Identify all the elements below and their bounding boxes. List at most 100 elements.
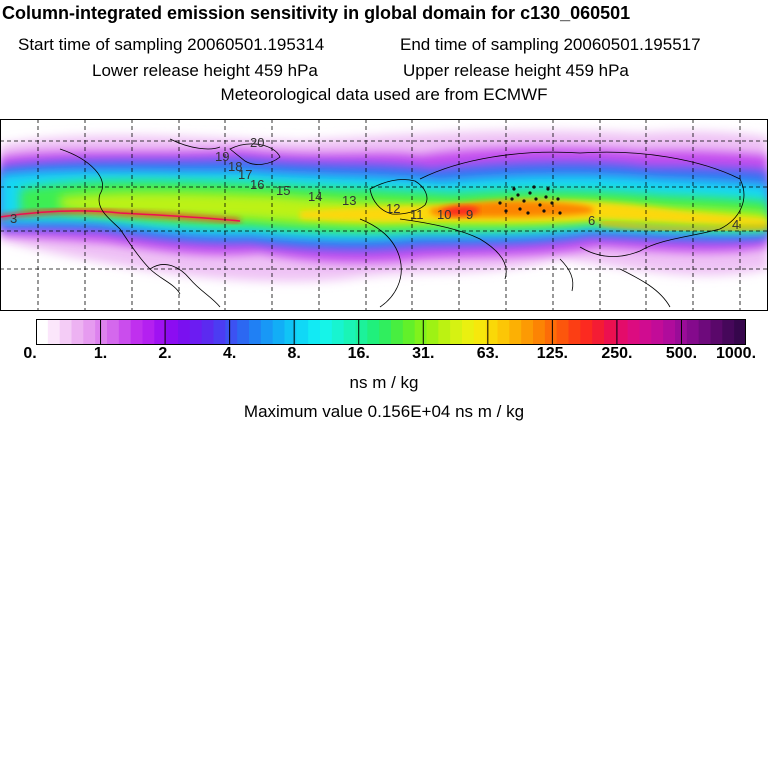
colorbar-cell [237,319,250,345]
lower-release-height: Lower release height 459 hPa [92,61,318,80]
colorbar-cell [154,319,167,345]
colorbar-cell [485,319,498,345]
colorbar-cell [473,319,487,345]
colorbar-cell [462,319,475,345]
colorbar-cell [107,319,120,345]
met-data-source: Meteorological data used are from ECMWF [220,85,548,104]
upper-release-height: Upper release height 459 hPa [403,61,629,80]
colorbar-cell [639,319,652,345]
chart-title: Column-integrated emission sensitivity i… [2,3,631,23]
colorbar-cell [225,319,238,345]
colorbar-cell [686,319,700,345]
colorbar-tick-label: 2. [158,345,172,362]
colorbar-cell [367,319,380,345]
colorbar-units: ns m / kg [349,373,419,392]
colorbar-tick-label: 1000. [715,345,757,362]
map-label: 17 [238,167,252,182]
colorbar-tick-label: 250. [601,345,633,362]
colorbar-cell [260,319,274,345]
map-label: 9 [466,207,473,222]
colorbar-cell [580,319,593,345]
colorbar-tick-labels: 0. 1. 2. 4. 8. 16. 31. 63. 125. 250. 500. 1000. [0,345,768,369]
colorbar-cell [533,319,546,345]
colorbar-cell [544,319,558,345]
colorbar-cell [284,319,297,345]
colorbar-cell [710,319,723,345]
map-label: 20 [250,135,264,150]
colorbar-cell [201,319,214,345]
colorbar-cell [627,319,640,345]
colorbar-cell [568,319,581,345]
colorbar-cell [391,319,404,345]
colorbar-cell [426,319,439,345]
colorbar-cell [47,319,61,345]
colorbar-cell [355,319,368,345]
map-label: 12 [386,201,400,216]
map-label: 13 [342,193,356,208]
colorbar-cell [178,319,191,345]
map-label: 6 [588,213,595,228]
colorbar-cell [296,319,309,345]
colorbar-cell [320,319,333,345]
colorbar-cell [556,319,569,345]
colorbar-cell [249,319,262,345]
map-label: 4 [732,217,739,232]
colorbar-cell [36,319,49,345]
colorbar-cell [497,319,510,345]
colorbar-cell [118,319,132,345]
colorbar-cell [615,319,629,345]
colorbar-dividers [100,319,682,345]
start-time: Start time of sampling 20060501.195314 [18,35,325,54]
colorbar-cell [331,319,345,345]
map-label: 19 [215,149,229,164]
colorbar-tick-label: 31. [412,345,435,362]
colorbar-cell [592,319,605,345]
colorbar-cell [402,319,416,345]
colorbar-cell [734,319,746,345]
trajectory-day-labels: 20 19 18 17 16 15 14 13 12 11 10 9 6 4 3 [10,135,739,232]
colorbar-cell [509,319,522,345]
colorbar-cell [414,319,427,345]
end-time: End time of sampling 20060501.195517 [400,35,701,54]
coastlines [59,138,745,308]
colorbar-cell [521,319,534,345]
map-label: 11 [410,207,424,222]
colorbar-cell [308,319,321,345]
map-label: 15 [276,183,290,198]
colorbar [36,319,746,345]
release-points [498,185,562,215]
map-label: 10 [437,207,451,222]
sensitivity-field [0,130,768,282]
lat-lon-grid [0,119,768,311]
colorbar-tick-label: 125. [536,345,568,362]
colorbar-tick-label: 1. [93,345,108,362]
colorbar-tick-label: 0. [23,345,37,362]
colorbar-cell [59,319,72,345]
colorbar-tick-label: 16. [347,345,370,362]
colorbar-tick-label: 63. [476,345,499,362]
colorbar-cell [379,319,392,345]
colorbar-cell [604,319,617,345]
colorbar-tick-label: 500. [665,345,698,362]
colorbar-cell [189,319,203,345]
colorbar-cell [651,319,664,345]
colorbar-cells [36,319,746,345]
emission-sensitivity-map: 20 19 18 17 16 15 14 13 12 11 10 9 6 4 3 [0,119,768,311]
colorbar-cell [450,319,463,345]
map-label: 3 [10,211,17,226]
colorbar-tick-label: 8. [287,345,301,362]
colorbar-cell [438,319,451,345]
colorbar-cell [272,319,285,345]
colorbar-cell [343,319,356,345]
colorbar-cell [698,319,711,345]
colorbar-cell [166,319,179,345]
map-label: 16 [250,177,264,192]
colorbar-cell [663,319,676,345]
colorbar-frame [36,319,746,345]
colorbar-cell [722,319,735,345]
colorbar-cell [142,319,155,345]
colorbar-cell [95,319,108,345]
colorbar-cell [213,319,226,345]
maximum-value: Maximum value 0.156E+04 ns m / kg [243,402,525,421]
colorbar-cell [71,319,84,345]
